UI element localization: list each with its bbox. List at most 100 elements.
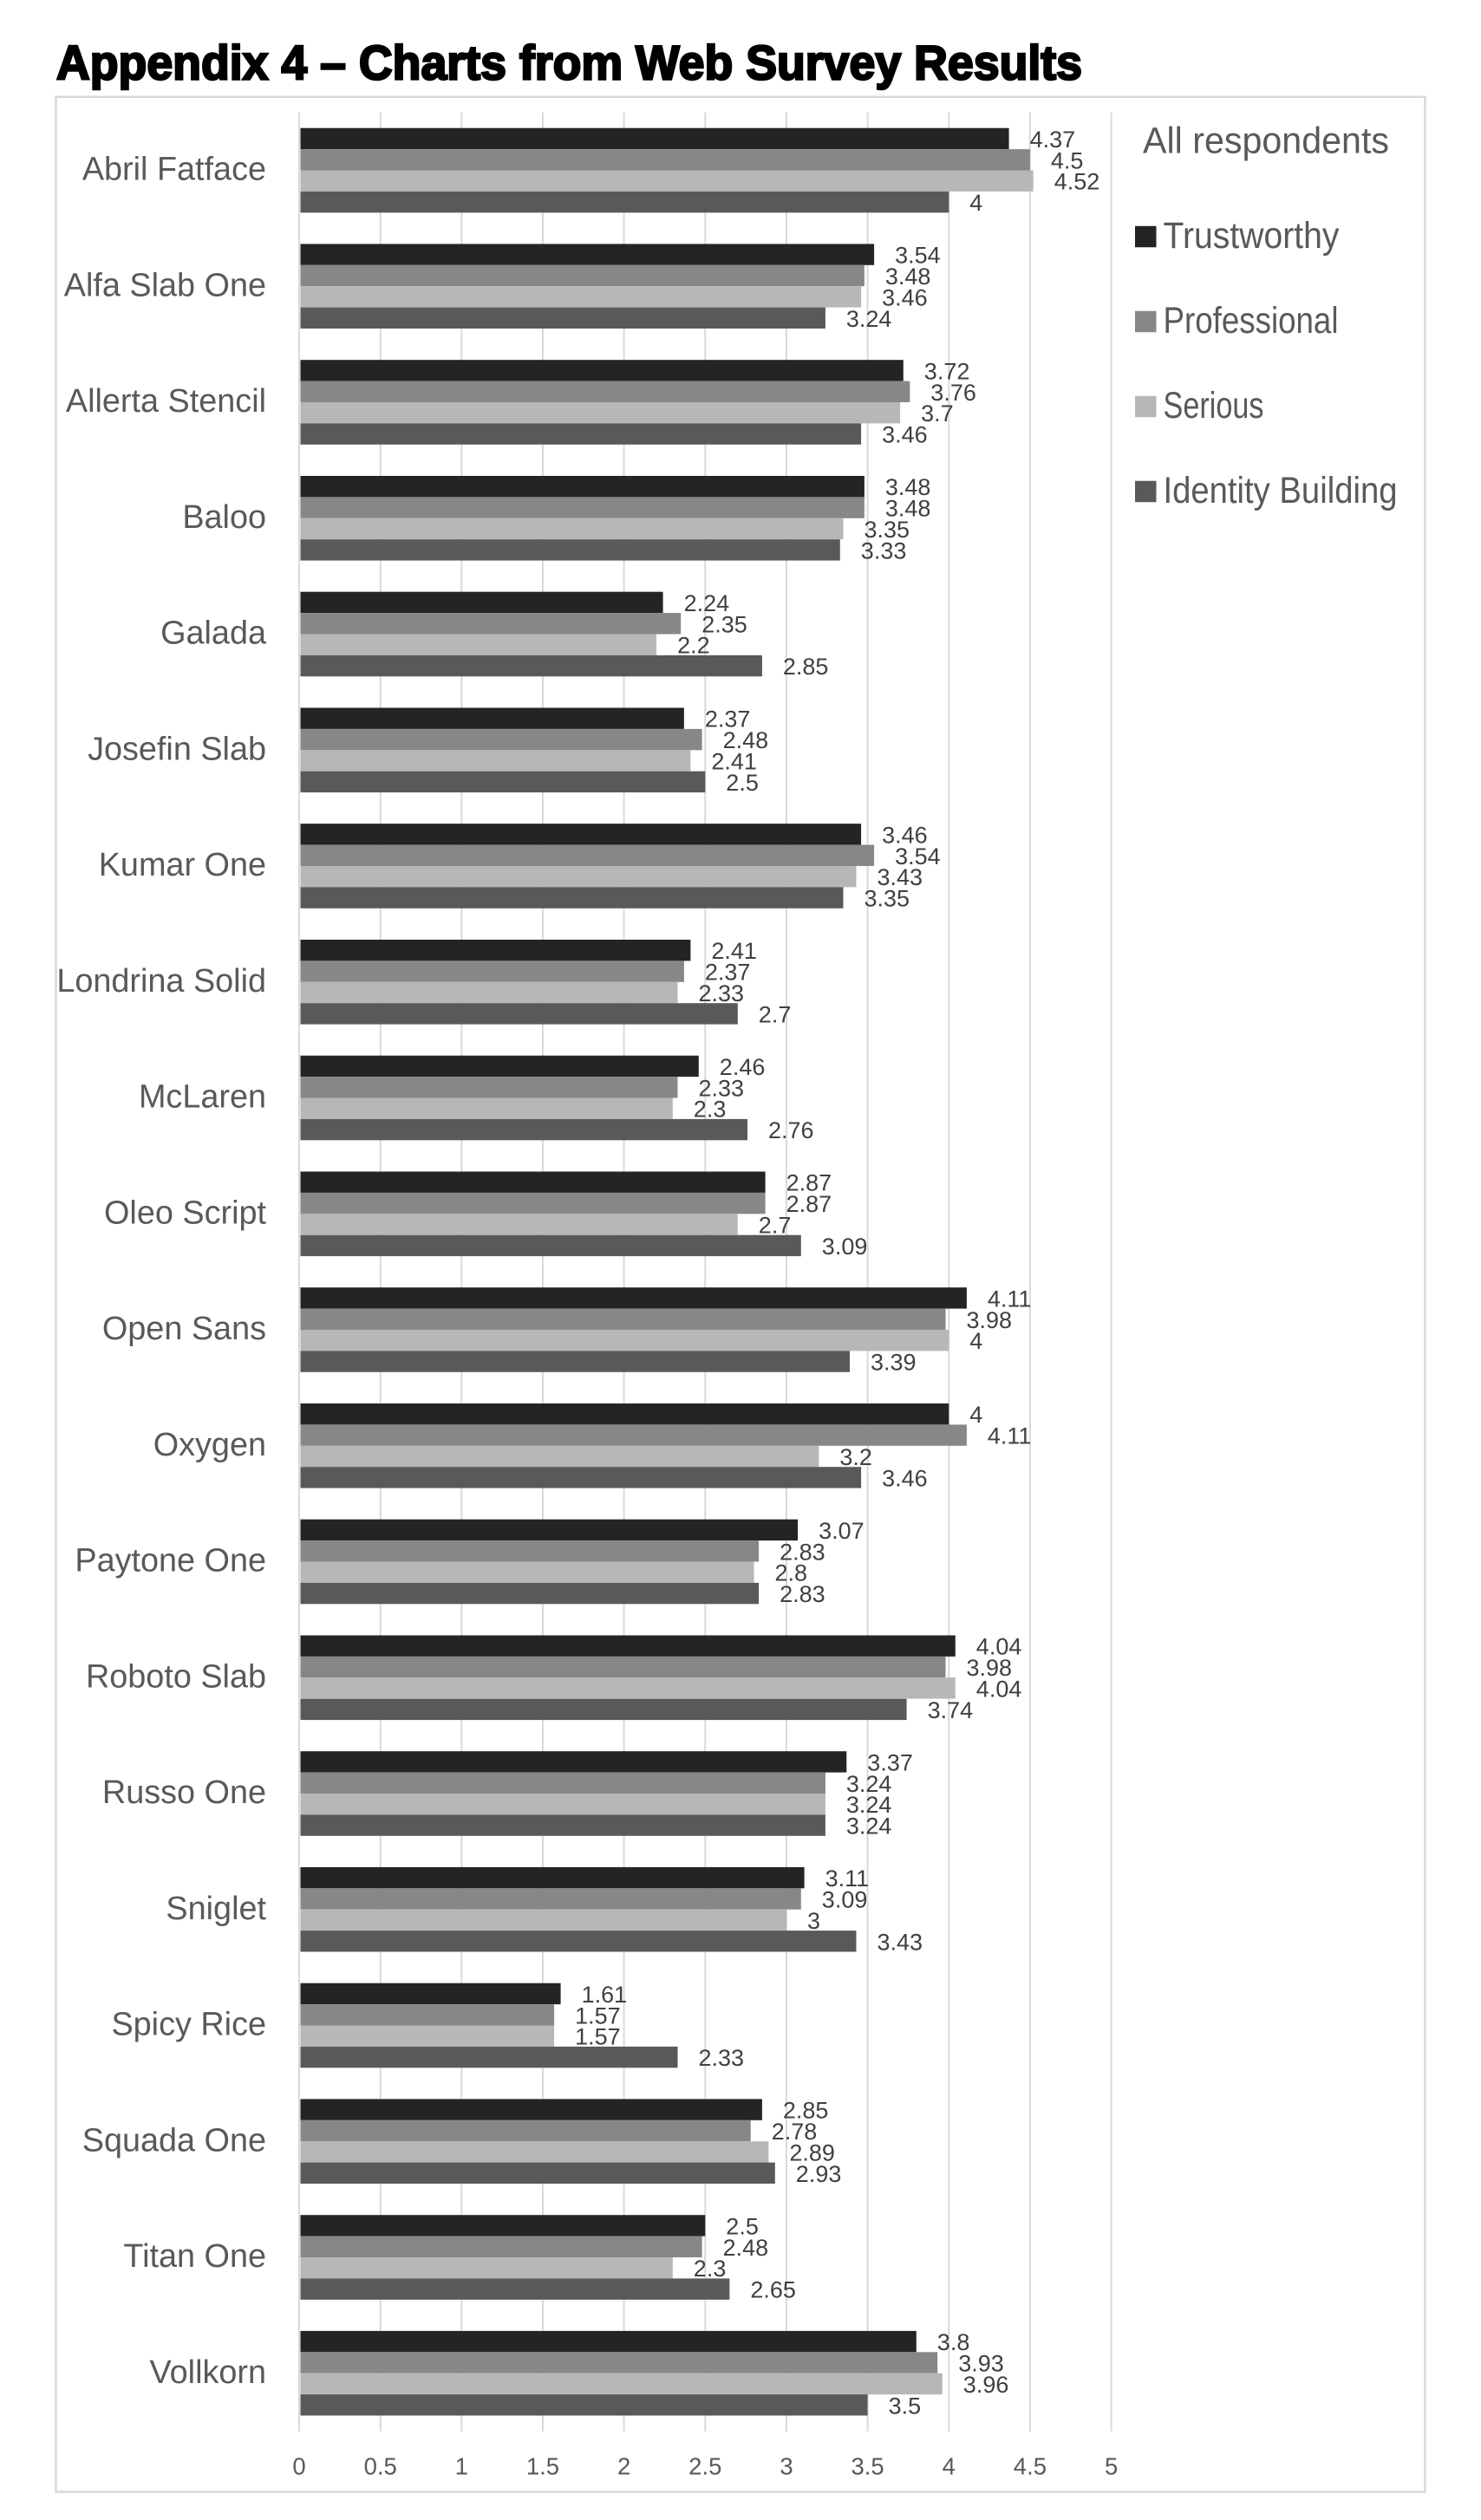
svg-text:3.09: 3.09 xyxy=(822,1234,868,1260)
svg-text:2.8: 2.8 xyxy=(775,1560,808,1586)
svg-text:Professional: Professional xyxy=(1164,301,1339,342)
svg-text:2.5: 2.5 xyxy=(726,2213,759,2239)
svg-text:2.3: 2.3 xyxy=(694,1097,727,1123)
svg-text:3.5: 3.5 xyxy=(851,2453,884,2480)
svg-text:3.46: 3.46 xyxy=(882,422,928,448)
svg-text:3.35: 3.35 xyxy=(864,886,910,912)
svg-text:2.33: 2.33 xyxy=(699,2045,745,2071)
svg-text:4: 4 xyxy=(969,1402,982,1428)
svg-text:Open Sans: Open Sans xyxy=(102,1311,266,1347)
svg-text:3.76: 3.76 xyxy=(930,380,976,406)
svg-text:3.96: 3.96 xyxy=(963,2372,1009,2398)
svg-text:1.57: 1.57 xyxy=(575,2024,621,2050)
svg-text:3.54: 3.54 xyxy=(895,243,941,269)
svg-text:Allerta Stencil: Allerta Stencil xyxy=(66,383,266,420)
svg-text:2.2: 2.2 xyxy=(677,633,710,659)
svg-text:2.5: 2.5 xyxy=(688,2453,721,2480)
svg-text:2.37: 2.37 xyxy=(705,707,751,733)
svg-text:3.72: 3.72 xyxy=(924,358,970,384)
svg-text:3.2: 3.2 xyxy=(839,1444,872,1470)
svg-text:Oxygen: Oxygen xyxy=(153,1427,266,1463)
svg-text:3.46: 3.46 xyxy=(882,284,928,310)
svg-text:3: 3 xyxy=(780,2453,793,2480)
svg-text:3.54: 3.54 xyxy=(895,843,941,869)
svg-text:3: 3 xyxy=(807,1908,820,1934)
svg-text:2.76: 2.76 xyxy=(768,1117,814,1143)
svg-text:1.5: 1.5 xyxy=(526,2453,559,2480)
svg-text:3.46: 3.46 xyxy=(882,1465,928,1491)
svg-text:3.48: 3.48 xyxy=(885,496,931,522)
svg-text:Paytone One: Paytone One xyxy=(75,1543,266,1579)
svg-text:0.5: 0.5 xyxy=(364,2453,397,2480)
svg-text:2.41: 2.41 xyxy=(711,938,757,964)
svg-text:2.7: 2.7 xyxy=(759,1001,792,1027)
svg-text:4: 4 xyxy=(969,1328,982,1354)
svg-text:Sniglet: Sniglet xyxy=(166,1891,266,1927)
svg-text:Appendix 4 – Charts from Web S: Appendix 4 – Charts from Web Survey Resu… xyxy=(56,36,1082,90)
svg-text:2.87: 2.87 xyxy=(786,1191,832,1217)
svg-text:3.74: 3.74 xyxy=(928,1697,974,1723)
svg-text:Spicy Rice: Spicy Rice xyxy=(111,2007,266,2043)
svg-text:3.93: 3.93 xyxy=(958,2351,1004,2377)
svg-text:2.78: 2.78 xyxy=(772,2119,818,2145)
svg-text:0: 0 xyxy=(292,2453,305,2480)
svg-text:4.04: 4.04 xyxy=(976,1677,1022,1703)
svg-text:McLaren: McLaren xyxy=(139,1079,266,1116)
svg-text:Alfa Slab One: Alfa Slab One xyxy=(64,267,266,303)
svg-text:3.35: 3.35 xyxy=(864,517,910,543)
svg-text:Roboto Slab: Roboto Slab xyxy=(86,1658,266,1695)
svg-text:3.39: 3.39 xyxy=(871,1350,917,1376)
svg-text:3.48: 3.48 xyxy=(885,264,931,290)
svg-text:4: 4 xyxy=(969,190,982,216)
svg-text:3.7: 3.7 xyxy=(921,400,954,427)
svg-text:2.83: 2.83 xyxy=(780,1581,825,1607)
svg-text:3.33: 3.33 xyxy=(861,537,907,563)
svg-text:Josefin Slab: Josefin Slab xyxy=(88,731,266,767)
svg-text:Abril Fatface: Abril Fatface xyxy=(82,152,266,188)
svg-text:4.11: 4.11 xyxy=(988,1286,1032,1312)
svg-text:Trustworthy: Trustworthy xyxy=(1164,216,1341,257)
svg-text:2.48: 2.48 xyxy=(723,2235,769,2261)
svg-text:1.61: 1.61 xyxy=(582,1982,628,2008)
svg-text:1.57: 1.57 xyxy=(575,2002,621,2028)
svg-text:2.85: 2.85 xyxy=(783,654,829,680)
svg-text:3.24: 3.24 xyxy=(846,1813,892,1840)
svg-text:3.98: 3.98 xyxy=(967,1307,1013,1333)
svg-text:3.24: 3.24 xyxy=(846,306,892,332)
svg-text:3.37: 3.37 xyxy=(867,1749,913,1775)
svg-text:Oleo Script: Oleo Script xyxy=(104,1195,266,1231)
svg-text:Baloo: Baloo xyxy=(182,499,266,536)
svg-text:3.46: 3.46 xyxy=(882,822,928,848)
svg-text:3.43: 3.43 xyxy=(878,1929,923,1955)
svg-text:3.07: 3.07 xyxy=(819,1518,864,1544)
svg-text:4.5: 4.5 xyxy=(1014,2453,1047,2480)
svg-text:4.52: 4.52 xyxy=(1054,169,1100,195)
svg-text:2.83: 2.83 xyxy=(780,1539,825,1565)
svg-text:3.24: 3.24 xyxy=(846,1771,892,1797)
svg-text:2.87: 2.87 xyxy=(786,1170,832,1196)
svg-text:2.41: 2.41 xyxy=(711,749,757,775)
svg-text:3.11: 3.11 xyxy=(825,1866,870,1892)
svg-text:3.43: 3.43 xyxy=(878,864,923,890)
svg-text:2.35: 2.35 xyxy=(701,611,747,637)
svg-text:3.48: 3.48 xyxy=(885,474,931,500)
svg-text:2.65: 2.65 xyxy=(750,2277,796,2303)
svg-text:2.89: 2.89 xyxy=(789,2139,835,2165)
svg-text:Vollkorn: Vollkorn xyxy=(150,2354,266,2391)
svg-text:Identity Building: Identity Building xyxy=(1164,471,1398,511)
svg-text:Russo One: Russo One xyxy=(102,1774,266,1811)
svg-text:2.33: 2.33 xyxy=(699,1075,745,1101)
svg-text:3.24: 3.24 xyxy=(846,1792,892,1818)
svg-text:3.09: 3.09 xyxy=(822,1887,868,1913)
svg-text:3.98: 3.98 xyxy=(967,1655,1013,1681)
svg-text:2.33: 2.33 xyxy=(699,980,745,1006)
svg-text:Kumar One: Kumar One xyxy=(99,847,266,883)
svg-text:2.5: 2.5 xyxy=(726,770,759,796)
svg-text:5: 5 xyxy=(1105,2453,1118,2480)
svg-text:2: 2 xyxy=(617,2453,630,2480)
svg-text:2.48: 2.48 xyxy=(723,727,769,753)
svg-text:2.85: 2.85 xyxy=(783,2098,829,2124)
svg-text:2.37: 2.37 xyxy=(705,960,751,986)
svg-text:2.3: 2.3 xyxy=(694,2256,727,2282)
svg-text:Londrina Solid: Londrina Solid xyxy=(56,963,266,1000)
